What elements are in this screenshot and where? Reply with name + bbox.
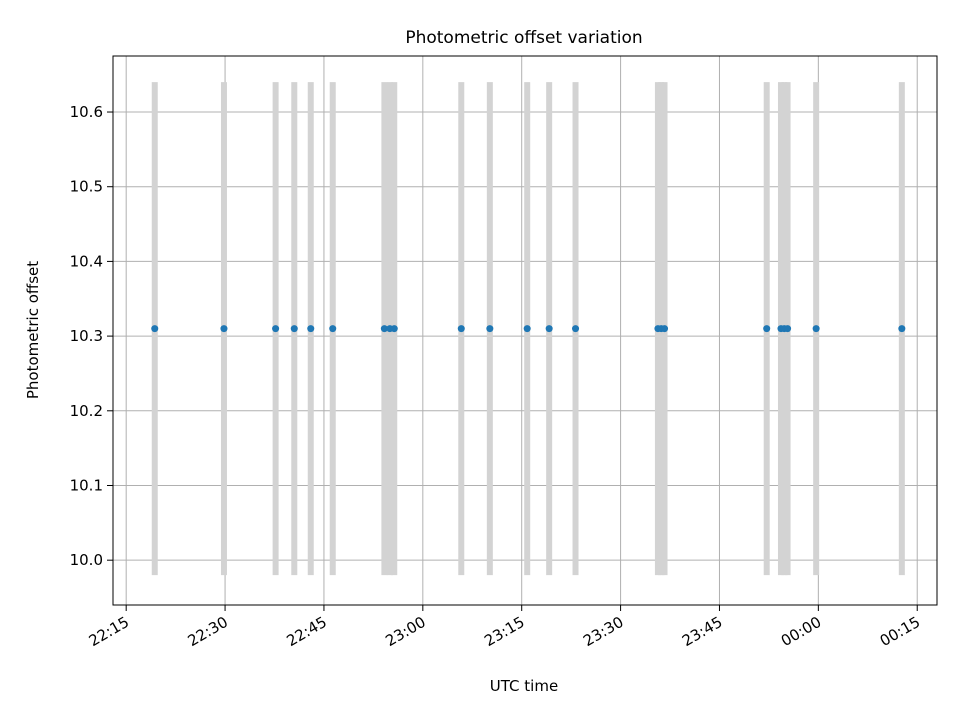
data-point bbox=[784, 325, 792, 333]
data-point bbox=[329, 325, 337, 333]
plot-frame bbox=[112, 55, 938, 606]
data-point bbox=[898, 325, 906, 333]
data-point bbox=[220, 325, 228, 333]
data-point bbox=[151, 325, 159, 333]
data-point bbox=[486, 325, 494, 333]
data-point bbox=[390, 325, 398, 333]
y-tick-label: 10.4 bbox=[70, 252, 103, 270]
data-point bbox=[545, 325, 553, 333]
chart-title: Photometric offset variation bbox=[405, 28, 642, 48]
data-point bbox=[523, 325, 531, 333]
data-point bbox=[661, 325, 669, 333]
data-point bbox=[290, 325, 298, 333]
data-point bbox=[812, 325, 820, 333]
y-tick-label: 10.6 bbox=[70, 103, 103, 121]
data-point bbox=[272, 325, 280, 333]
y-tick-label: 10.3 bbox=[70, 327, 103, 345]
y-tick-label: 10.5 bbox=[70, 178, 103, 196]
y-axis-ticks: 10.0 10.1 10.2 10.3 10.4 10.5 10.6 bbox=[70, 103, 113, 569]
data-point bbox=[307, 325, 315, 333]
data-point bbox=[763, 325, 771, 333]
x-axis-label: UTC time bbox=[490, 677, 558, 695]
data-point bbox=[572, 325, 580, 333]
y-tick-label: 10.0 bbox=[70, 551, 103, 569]
y-tick-label: 10.1 bbox=[70, 476, 103, 494]
data-points bbox=[151, 325, 906, 333]
data-point bbox=[380, 325, 388, 333]
y-tick-label: 10.2 bbox=[70, 402, 103, 420]
y-axis-label: Photometric offset bbox=[24, 261, 42, 399]
data-point bbox=[457, 325, 465, 333]
